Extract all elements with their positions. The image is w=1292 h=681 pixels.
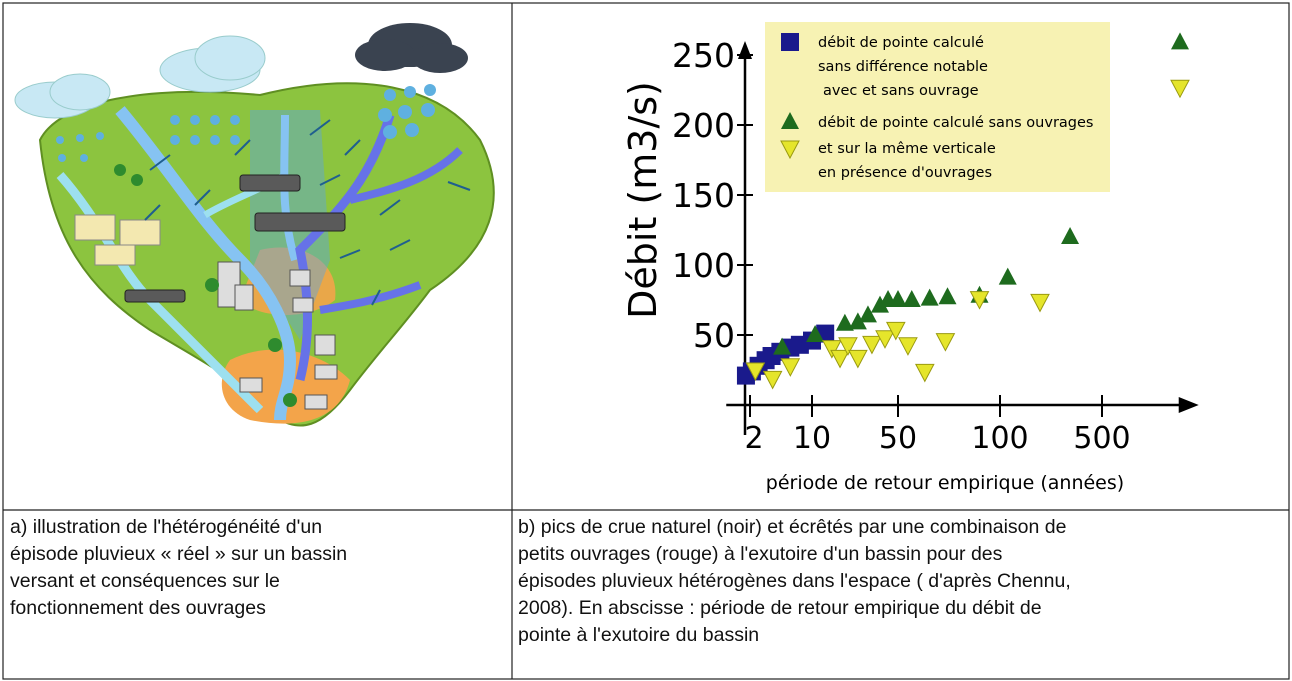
x-tick-label: 500 [1073,421,1130,456]
y-axis-label: Débit (m3/s) [621,81,665,319]
marker-triangle-up [806,325,825,342]
x-tick-label: 10 [793,421,831,456]
x-axis-label: période de retour empirique (années) [766,472,1124,494]
marker-triangle-up [998,267,1017,285]
marker-triangle-up [920,288,939,306]
marker-triangle-up [1061,227,1080,244]
caption-line: épisode pluvieux « réel » sur un bassin [10,543,348,565]
marker-triangle-down [898,337,918,356]
marker-triangle-down [780,358,801,377]
marker-triangle-up [938,287,957,305]
caption-line: 2008). En abscisse : période de retour e… [518,597,1042,619]
marker-triangle-down [1030,293,1050,313]
x-tick-label: 100 [971,421,1028,456]
caption-line: a) illustration de l'hétérogénéité d'un [10,516,323,538]
caption-line: petits ouvrages (rouge) à l'exutoire d'u… [518,543,1003,565]
x-axis-arrow [1178,397,1199,413]
marker-triangle-up [773,337,792,355]
y-tick-label: 150 [672,176,735,215]
y-tick-label: 50 [693,316,735,355]
caption-a: a) illustration de l'hétérogénéité d'un é… [10,514,347,622]
marker-triangle-up [781,112,799,129]
caption-line: versant et conséquences sur le [10,570,280,592]
marker-triangle-down [745,362,766,382]
marker-triangle-up [870,295,889,313]
marker-triangle-down [1170,79,1190,99]
caption-line: b) pics de crue naturel (noir) et écrêté… [518,516,1067,538]
legend-text: débit de pointe calculé [818,35,984,51]
marker-triangle-down [935,333,956,352]
y-axis-arrow [738,41,752,59]
legend-text: débit de pointe calculé sans ouvrages [818,115,1093,131]
marker-triangle-up [1171,32,1190,50]
marker-triangle-up [858,305,877,323]
caption-b: b) pics de crue naturel (noir) et écrêté… [518,514,1071,649]
marker-triangle-down [822,340,842,359]
marker-triangle-up [889,290,907,307]
y-tick-label: 100 [672,246,735,285]
legend-text: et sur la même verticale [818,141,996,157]
marker-triangle-down [875,330,895,349]
y-tick-label: 200 [672,106,735,145]
marker-triangle-down [862,335,882,355]
marker-triangle-up [835,313,854,331]
legend-text: sans différence notable [818,59,988,75]
marker-triangle-up [902,290,921,307]
caption-line: pointe à l'exutoire du bassin [518,624,760,646]
marker-triangle-down [969,291,990,310]
marker-triangle-down [780,140,800,160]
legend-box [765,22,1110,192]
y-tick-label: 250 [672,36,735,75]
marker-triangle-up [848,312,867,330]
marker-triangle-down [848,349,868,369]
marker-triangle-down [914,363,935,383]
x-tick-label: 2 [744,421,763,456]
legend-text: en présence d'ouvrages [818,165,992,181]
legend-text: avec et sans ouvrage [823,83,979,99]
caption-line: épisodes pluvieux hétérogènes dans l'esp… [518,570,1071,592]
marker-triangle-down [885,321,906,341]
marker-triangle-down [830,349,850,369]
x-tick-label: 50 [879,421,917,456]
marker-triangle-down [838,337,858,356]
caption-line: fonctionnement des ouvrages [10,597,266,619]
watershed-illustration [14,23,495,427]
marker-triangle-down [762,370,783,390]
marker-square [781,33,799,51]
